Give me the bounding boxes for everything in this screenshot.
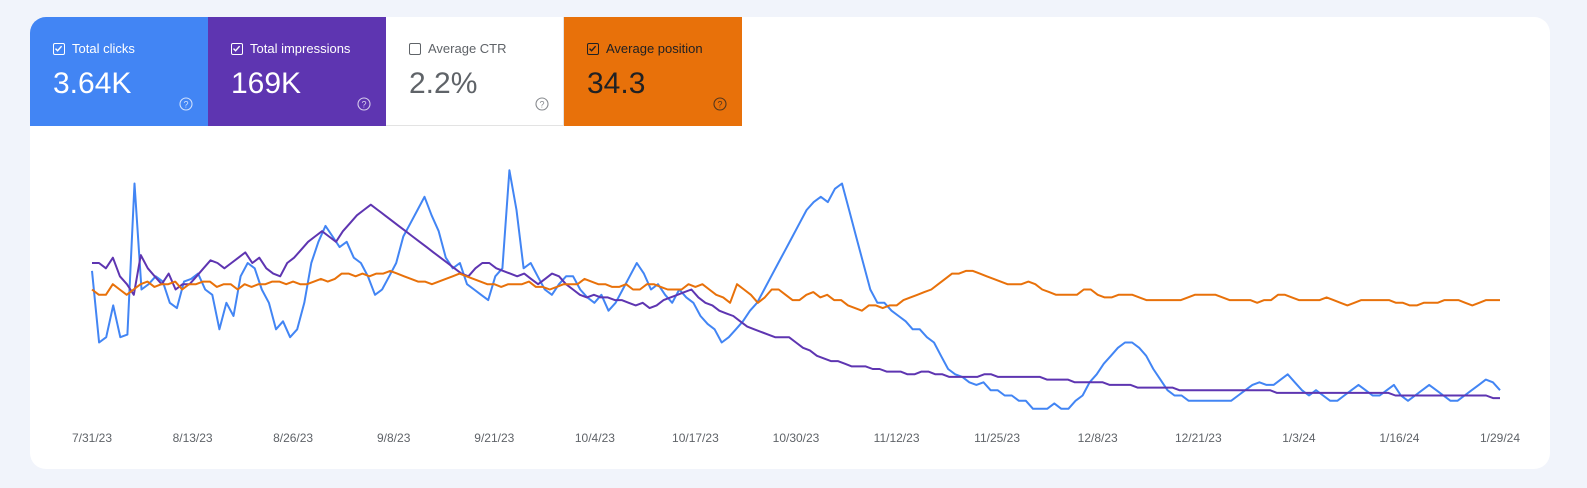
x-tick-label: 11/25/23: [974, 431, 1020, 445]
x-tick-label: 11/12/23: [874, 431, 920, 445]
metric-value: 3.64K: [53, 67, 132, 100]
metric-label: Average position: [606, 41, 703, 56]
metric-label: Average CTR: [428, 41, 507, 56]
x-tick-label: 10/4/23: [575, 431, 615, 445]
series-line-total-clicks: [91, 169, 1501, 410]
x-tick-label: 12/8/23: [1078, 431, 1118, 445]
x-tick-label: 10/30/23: [773, 431, 820, 445]
x-tick-label: 1/16/24: [1379, 431, 1419, 445]
x-tick-label: 1/29/24: [1480, 431, 1520, 445]
checkbox-icon[interactable]: [409, 43, 421, 55]
svg-text:?: ?: [361, 99, 366, 109]
x-tick-label: 8/13/23: [173, 431, 213, 445]
svg-text:?: ?: [183, 99, 188, 109]
metric-tiles: Total clicks 3.64K ? Total impressions 1…: [30, 17, 742, 126]
metric-tile-average-position[interactable]: Average position 34.3 ?: [564, 17, 742, 126]
metric-label: Total clicks: [72, 41, 135, 56]
metric-value: 169K: [231, 67, 302, 100]
help-circle-icon[interactable]: ?: [357, 97, 371, 111]
metric-tile-average-ctr[interactable]: Average CTR 2.2% ?: [386, 17, 564, 126]
x-tick-label: 7/31/23: [72, 431, 112, 445]
metric-value: 34.3: [587, 67, 646, 100]
metric-value: 2.2%: [409, 67, 478, 100]
checkbox-icon[interactable]: [587, 43, 599, 55]
svg-text:?: ?: [717, 99, 722, 109]
x-tick-label: 8/26/23: [273, 431, 313, 445]
x-tick-label: 10/17/23: [672, 431, 719, 445]
x-tick-label: 12/21/23: [1175, 431, 1222, 445]
metric-tile-total-clicks[interactable]: Total clicks 3.64K ?: [30, 17, 208, 126]
checkbox-icon[interactable]: [53, 43, 65, 55]
help-circle-icon[interactable]: ?: [179, 97, 193, 111]
series-line-average-position: [91, 269, 1500, 312]
x-tick-label: 9/8/23: [377, 431, 411, 445]
series-line-total-impressions: [92, 203, 1500, 400]
help-circle-icon[interactable]: ?: [713, 97, 727, 111]
metric-tile-total-impressions[interactable]: Total impressions 169K ?: [208, 17, 386, 126]
checkbox-icon[interactable]: [231, 43, 243, 55]
help-circle-icon[interactable]: ?: [535, 97, 549, 111]
performance-line-chart: 7/31/23 8/13/23 8/26/23 9/8/23 9/21/23 10/4/2…: [72, 169, 1520, 445]
performance-card: Total clicks 3.64K ? Total impressions 1…: [30, 17, 1550, 469]
svg-text:?: ?: [539, 99, 544, 109]
x-tick-label: 9/21/23: [474, 431, 514, 445]
metric-label: Total impressions: [250, 41, 351, 56]
x-tick-label: 1/3/24: [1282, 431, 1316, 445]
